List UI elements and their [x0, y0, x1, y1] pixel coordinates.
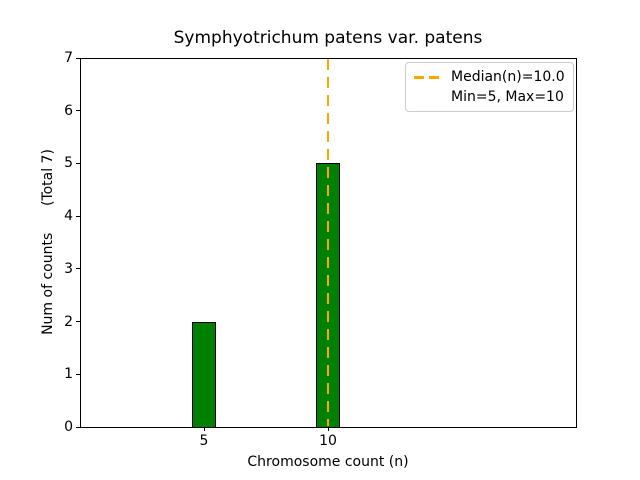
legend-label-minmax: Min=5, Max=10 — [451, 89, 564, 105]
y-tick-mark — [76, 215, 80, 217]
legend-entry-median: Median(n)=10.0 — [414, 67, 565, 87]
y-tick-mark — [76, 321, 80, 323]
y-tick-label: 6 — [64, 102, 73, 119]
legend-entry-minmax: Min=5, Max=10 — [414, 87, 565, 107]
x-tick-label: 5 — [199, 433, 209, 449]
y-tick-label: 0 — [64, 419, 73, 435]
y-tick-label: 4 — [64, 208, 73, 225]
y-axis-label: Num of counts (Total 7) — [40, 149, 56, 335]
y-tick-mark — [76, 268, 80, 270]
bar-n-5 — [191, 321, 217, 427]
x-axis-label: Chromosome count (n) — [247, 454, 409, 470]
y-tick-label: 5 — [64, 155, 73, 172]
legend-label-median: Median(n)=10.0 — [451, 69, 565, 85]
y-tick-mark — [76, 426, 80, 428]
y-tick-mark — [76, 162, 80, 164]
y-tick-mark — [76, 373, 80, 375]
y-tick-label: 2 — [64, 313, 73, 330]
y-tick-mark — [76, 110, 80, 112]
legend: Median(n)=10.0 Min=5, Max=10 — [405, 62, 574, 112]
y-tick-label: 3 — [64, 260, 73, 277]
median-line — [327, 59, 329, 426]
x-tick-label: 10 — [319, 433, 337, 449]
y-tick-mark — [76, 57, 80, 59]
y-tick-label: 1 — [64, 366, 73, 383]
legend-empty-swatch — [414, 96, 442, 99]
median-dashed-line-swatch — [414, 75, 442, 79]
chart-title: Symphyotrichum patens var. patens — [173, 28, 483, 48]
x-tick-mark — [203, 427, 205, 431]
y-tick-label: 7 — [64, 50, 73, 66]
x-tick-mark — [327, 427, 329, 431]
